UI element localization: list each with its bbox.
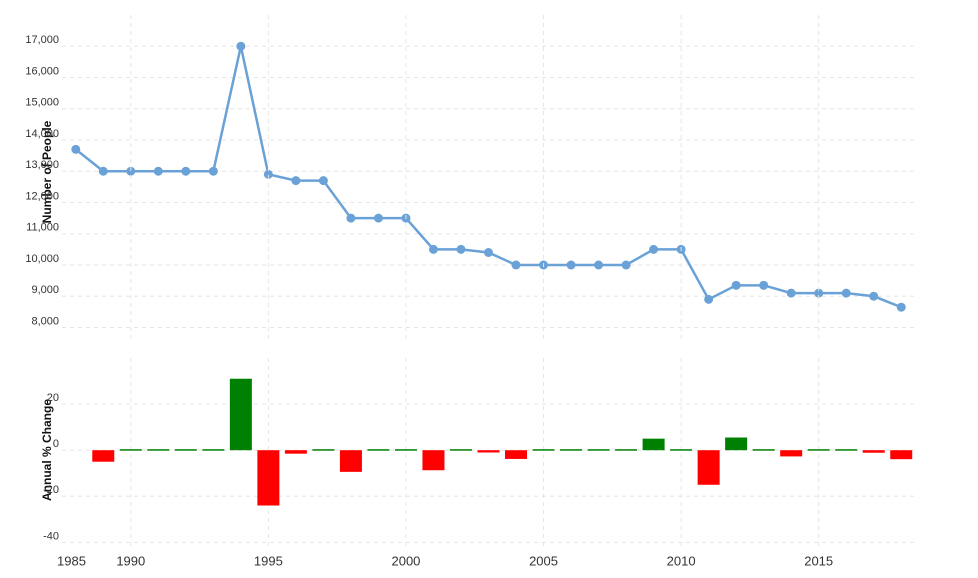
bar [92, 450, 115, 462]
point [456, 244, 466, 254]
bar [697, 450, 720, 485]
bar [394, 449, 417, 451]
y-tick-label: 17,000 [25, 34, 59, 46]
point [759, 280, 769, 290]
y-axis-label: Number of People [40, 120, 54, 223]
y-axis-label: Annual % Change [40, 399, 54, 501]
y-tick-label: -20 [43, 484, 59, 496]
bar [780, 450, 803, 457]
point [291, 176, 301, 186]
point [208, 166, 218, 176]
bar [284, 450, 307, 454]
bar [147, 449, 170, 451]
bar [807, 449, 830, 451]
bar [560, 449, 583, 451]
y-tick-label: 11,000 [26, 222, 59, 234]
y-tick-label: 20 [47, 392, 59, 404]
point [71, 144, 81, 154]
y-tick-label: 16,000 [25, 65, 59, 77]
point [869, 291, 879, 301]
y-tick-label: 12,000 [25, 190, 59, 202]
point [896, 302, 906, 312]
point [786, 288, 796, 298]
x-tick-label: 2010 [667, 553, 696, 568]
point [346, 213, 356, 223]
bar [202, 449, 225, 451]
point [373, 213, 383, 223]
y-tick-label: 0 [53, 438, 59, 450]
point [704, 294, 714, 304]
point [181, 166, 191, 176]
bar [862, 450, 885, 453]
x-tick-label: 1990 [116, 553, 145, 568]
point [236, 41, 246, 51]
y-tick-label: 14,000 [25, 128, 59, 140]
point [98, 166, 108, 176]
point [153, 166, 163, 176]
bar [642, 438, 665, 451]
y-tick-label: 8,000 [31, 315, 59, 327]
x-tick-label: 2015 [804, 553, 833, 568]
point [318, 176, 328, 186]
bar [119, 449, 142, 451]
bar [505, 450, 528, 459]
bar [587, 449, 610, 451]
bar [367, 449, 390, 451]
line [74, 45, 902, 309]
point [621, 260, 631, 270]
point [263, 169, 273, 179]
x-tick-label: 2005 [529, 553, 558, 568]
bar [174, 449, 197, 451]
bar [422, 450, 445, 471]
point [649, 244, 659, 254]
point [566, 260, 576, 270]
y-tick-label: 9,000 [31, 284, 59, 296]
bar [835, 449, 858, 451]
y-tick-label: 10,000 [25, 253, 59, 265]
x-tick-label: 1985 [57, 553, 86, 568]
bar [670, 449, 693, 451]
y-tick-label: -40 [43, 530, 59, 542]
point [484, 248, 493, 257]
bar [339, 450, 362, 472]
point [126, 166, 136, 176]
bar [257, 450, 280, 506]
y-tick-label: 13,000 [25, 159, 59, 171]
y-tick-label: 15,000 [25, 97, 59, 109]
point [511, 260, 521, 270]
bar [752, 449, 775, 451]
bar [890, 450, 913, 460]
bar [229, 378, 252, 451]
bar [477, 450, 500, 453]
point [841, 288, 851, 298]
bar [615, 449, 638, 451]
bar [532, 449, 555, 451]
bar [449, 449, 472, 451]
point [814, 288, 824, 298]
bar [312, 449, 335, 451]
point [594, 260, 604, 270]
x-tick-label: 2000 [391, 553, 420, 568]
point [428, 244, 438, 254]
bar [725, 437, 748, 451]
x-tick-label: 1995 [254, 553, 283, 568]
point [731, 280, 741, 290]
